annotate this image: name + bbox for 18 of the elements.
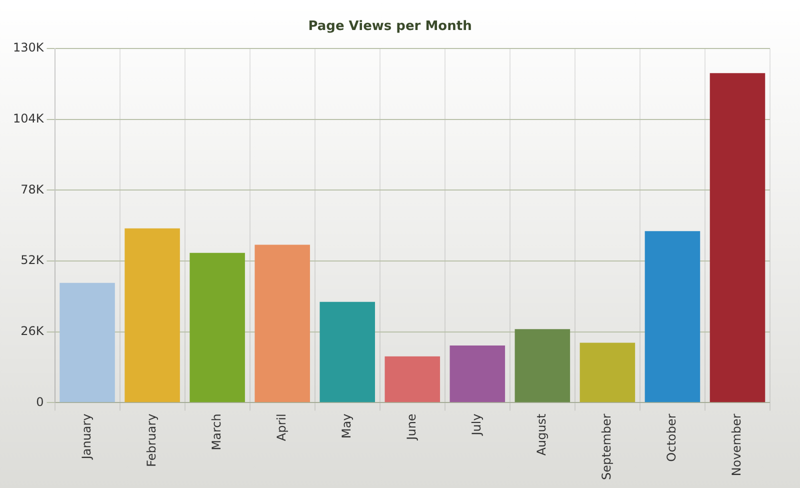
x-tick-label: March	[209, 414, 224, 450]
y-tick-label: 130K	[12, 40, 45, 55]
x-tick-label: August	[534, 413, 549, 456]
x-tick-label: January	[79, 414, 94, 460]
x-tick-label: November	[730, 414, 744, 476]
x-tick-label: May	[339, 414, 354, 438]
y-tick-label: 0	[36, 394, 44, 409]
x-tick-label: April	[274, 414, 288, 442]
chart-title: Page Views per Month	[308, 19, 472, 34]
x-tick-label: February	[144, 414, 158, 467]
x-tick-label: October	[664, 414, 679, 462]
y-tick-label: 78K	[20, 182, 45, 196]
x-tick-label: June	[404, 414, 419, 441]
x-tick-label: July	[470, 414, 484, 436]
y-tick-label: 26K	[20, 324, 45, 338]
y-tick-label: 104K	[12, 112, 45, 126]
x-tick-label: September	[600, 414, 614, 480]
y-tick-label: 52K	[20, 253, 45, 268]
